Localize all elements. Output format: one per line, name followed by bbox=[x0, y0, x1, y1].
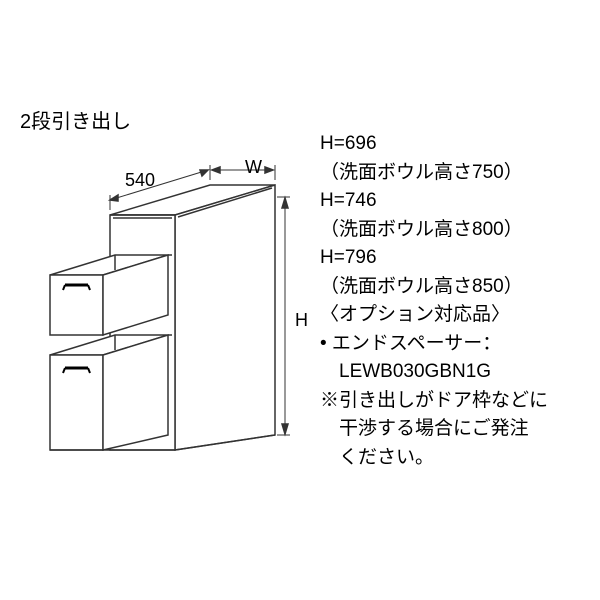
dimension-height: H bbox=[295, 310, 308, 331]
spec-note1: ※引き出しがドア枠などに bbox=[320, 387, 548, 416]
spec-endspacer-code: LEWB030GBN1G bbox=[320, 358, 548, 387]
cabinet-svg bbox=[30, 140, 320, 480]
spec-note2: 干渉する場合にご発注 bbox=[320, 415, 548, 444]
spec-bowl800: （洗面ボウル高さ800） bbox=[320, 216, 548, 245]
dimension-depth: 540 bbox=[125, 170, 155, 191]
dimension-width: W bbox=[245, 157, 262, 178]
specifications: H=696 （洗面ボウル高さ750） H=746 （洗面ボウル高さ800） H=… bbox=[320, 130, 548, 472]
spec-h796: H=796 bbox=[320, 244, 548, 273]
spec-h696: H=696 bbox=[320, 130, 548, 159]
cabinet-diagram: 540 W H bbox=[30, 140, 320, 480]
product-title: 2段引き出し bbox=[20, 105, 131, 134]
spec-endspacer-label: • エンドスペーサー： bbox=[320, 330, 548, 359]
spec-bowl750: （洗面ボウル高さ750） bbox=[320, 159, 548, 188]
spec-bowl850: （洗面ボウル高さ850） bbox=[320, 273, 548, 302]
spec-note3: ください。 bbox=[320, 444, 548, 473]
spec-h746: H=746 bbox=[320, 187, 548, 216]
spec-option: 〈オプション対応品〉 bbox=[320, 301, 548, 330]
